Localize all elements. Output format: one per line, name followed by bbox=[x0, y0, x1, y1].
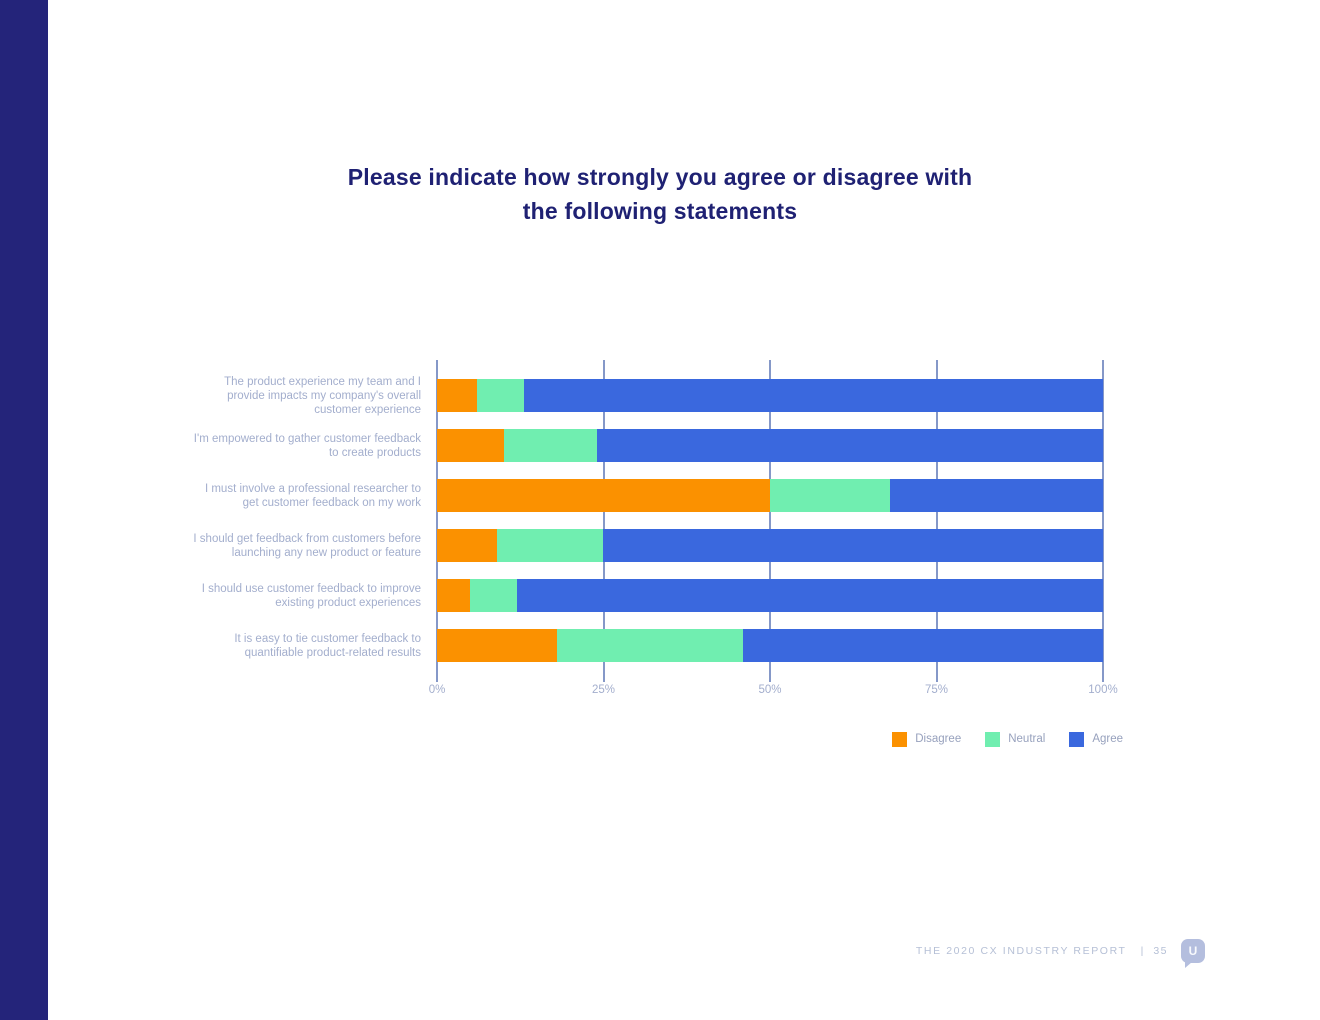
legend: Disagree Neutral Agree bbox=[892, 731, 1123, 747]
page-number: 35 bbox=[1153, 945, 1168, 957]
chart-row: I should use customer feedback to improv… bbox=[187, 560, 1103, 612]
bar-track bbox=[437, 560, 1103, 612]
gridline-50 bbox=[769, 360, 771, 682]
category-label: The product experience my team and I pro… bbox=[224, 375, 421, 416]
bar-segment-neutral bbox=[556, 629, 744, 662]
bar-track bbox=[437, 360, 1103, 412]
legend-swatch-neutral bbox=[985, 731, 1001, 747]
bar-track bbox=[437, 610, 1103, 662]
stacked-bar bbox=[437, 629, 1103, 662]
bar-segment-agree bbox=[603, 529, 1103, 562]
chart-row: It is easy to tie customer feedback to q… bbox=[187, 610, 1103, 662]
x-tick-label: 50% bbox=[758, 684, 782, 696]
bar-segment-disagree bbox=[437, 479, 770, 512]
chart-row: I must involve a professional researcher… bbox=[187, 460, 1103, 512]
legend-label: Disagree bbox=[915, 733, 962, 745]
bar-segment-agree bbox=[743, 629, 1103, 662]
chart-rows: The product experience my team and I pro… bbox=[187, 360, 1103, 662]
x-tick-label: 75% bbox=[924, 684, 949, 696]
gridline-0 bbox=[436, 360, 438, 682]
chart-row: I should get feedback from customers bef… bbox=[187, 510, 1103, 562]
chart-title-line1: Please indicate how strongly you agree o… bbox=[347, 164, 973, 190]
bar-segment-neutral bbox=[476, 379, 524, 412]
category-label: I'm empowered to gather customer feedbac… bbox=[193, 432, 421, 459]
bar-segment-agree bbox=[889, 479, 1103, 512]
gridline-75 bbox=[935, 360, 938, 682]
left-accent-bar bbox=[0, 0, 48, 1020]
bar-track bbox=[437, 460, 1103, 512]
footer-separator: | bbox=[1140, 945, 1144, 957]
gridline-100 bbox=[1102, 360, 1104, 682]
stacked-bar bbox=[437, 379, 1103, 412]
bar-segment-neutral bbox=[503, 429, 597, 462]
chart-title: Please indicate how strongly you agree o… bbox=[0, 160, 1320, 228]
legend-item-neutral: Neutral bbox=[985, 731, 1046, 747]
gridlines-and-axis: 0% 25% 50% 75% 100% bbox=[429, 360, 1118, 705]
legend-label: Agree bbox=[1092, 733, 1123, 745]
bar-segment-disagree bbox=[437, 379, 477, 412]
bar-segment-neutral bbox=[470, 579, 517, 612]
stacked-bar-chart: 0% 25% 50% 75% 100% The product experience m… bbox=[187, 360, 1118, 705]
x-tick-label: 100% bbox=[1088, 684, 1118, 696]
bar-segment-neutral bbox=[496, 529, 604, 562]
legend-swatch-disagree bbox=[892, 731, 908, 747]
chart-row: I'm empowered to gather customer feedbac… bbox=[187, 410, 1103, 462]
legend-item-disagree: Disagree bbox=[892, 731, 962, 747]
bar-track bbox=[437, 410, 1103, 462]
gridline-25 bbox=[602, 360, 605, 682]
bar-segment-disagree bbox=[437, 579, 471, 612]
usabilla-logo: U bbox=[1181, 939, 1205, 968]
x-tick-label: 0% bbox=[428, 684, 446, 696]
legend-label: Neutral bbox=[1008, 733, 1046, 745]
x-tick-label: 25% bbox=[591, 684, 616, 696]
stacked-bar bbox=[437, 429, 1103, 462]
category-label: I should use customer feedback to improv… bbox=[201, 582, 421, 609]
logo-letter: U bbox=[1188, 944, 1198, 958]
category-label: I should get feedback from customers bef… bbox=[193, 532, 421, 559]
footer-report-title: THE 2020 CX INDUSTRY REPORT bbox=[915, 945, 1127, 957]
category-label: I must involve a professional researcher… bbox=[204, 482, 421, 509]
bar-segment-disagree bbox=[437, 529, 497, 562]
bar-segment-neutral bbox=[770, 479, 890, 512]
legend-item-agree: Agree bbox=[1069, 731, 1123, 747]
chart-row: The product experience my team and I pro… bbox=[187, 360, 1103, 416]
footer: THE 2020 CX INDUSTRY REPORT | 35 U bbox=[915, 938, 1205, 968]
stacked-bar bbox=[437, 479, 1103, 512]
bar-segment-agree bbox=[523, 379, 1103, 412]
bar-segment-disagree bbox=[437, 629, 557, 662]
stacked-bar bbox=[437, 529, 1103, 562]
stacked-bar bbox=[437, 579, 1103, 612]
bar-segment-agree bbox=[596, 429, 1103, 462]
chart-title-line2: the following statements bbox=[522, 198, 798, 224]
bar-segment-agree bbox=[516, 579, 1103, 612]
bar-segment-disagree bbox=[437, 429, 504, 462]
category-label: It is easy to tie customer feedback to q… bbox=[234, 632, 421, 659]
legend-swatch-agree bbox=[1069, 731, 1085, 747]
bar-track bbox=[437, 510, 1103, 562]
